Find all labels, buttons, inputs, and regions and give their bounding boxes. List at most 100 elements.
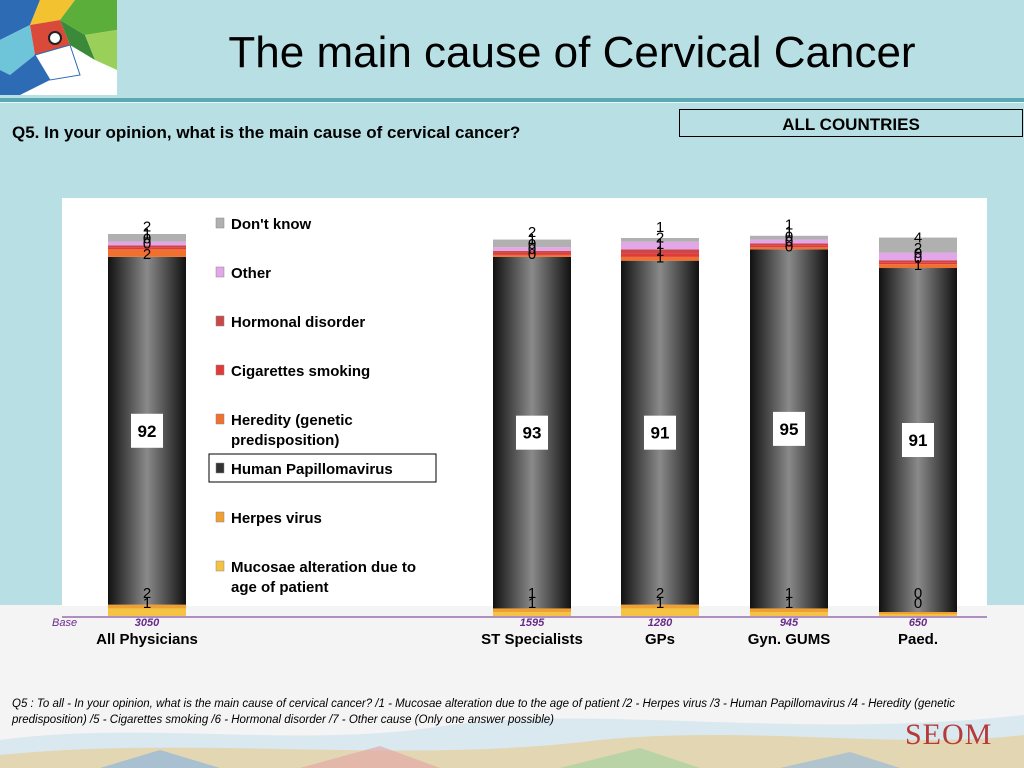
- bar-segment-hormonal-4: [879, 260, 957, 263]
- bar-segment-dont_know-0: [108, 234, 186, 242]
- bar-segment-herpes-3: [750, 608, 828, 613]
- bar-segment-mucosae-2: [621, 608, 699, 616]
- data-label-dont_know-4: 4: [914, 230, 922, 247]
- data-label-herpes-3: 1: [785, 595, 793, 612]
- data-label-dont_know-1: 2: [528, 224, 536, 241]
- bar-segment-other-3: [750, 239, 828, 244]
- bar-segment-other-0: [108, 241, 186, 246]
- data-label-hpv-0: 92: [138, 422, 157, 441]
- data-label-heredity-3: 0: [785, 238, 793, 255]
- bar-segment-hormonal-2: [621, 249, 699, 254]
- bar-segment-dont_know-4: [879, 237, 957, 253]
- data-label-hormonal-4: 0: [914, 245, 922, 262]
- category-label-0: All Physicians: [96, 631, 198, 648]
- bar-segment-mucosae-3: [750, 612, 828, 616]
- bar-segment-dont_know-2: [621, 238, 699, 242]
- data-label-herpes-0: 1: [143, 595, 151, 612]
- legend-swatch-cigarettes: [215, 364, 225, 376]
- data-label-hpv-2: 91: [651, 424, 670, 443]
- bar-segment-cigarettes-2: [621, 253, 699, 257]
- data-label-hpv-4: 91: [909, 431, 928, 450]
- page-title: The main cause of Cervical Cancer: [228, 28, 916, 77]
- data-label-heredity-4: 1: [914, 257, 922, 274]
- legend-swatch-other: [215, 266, 225, 278]
- bar-segment-hormonal-0: [108, 245, 186, 248]
- question-text: Q5. In your opinion, what is the main ca…: [12, 123, 521, 142]
- data-label-other-1: 1: [528, 231, 536, 248]
- bar-segment-cigarettes-3: [750, 245, 828, 248]
- data-label-other-2: 2: [656, 229, 664, 246]
- category-label-1: ST Specialists: [481, 631, 583, 648]
- legend-label-mucosae: Mucosae alteration due to age of patient: [231, 559, 416, 596]
- data-label-mucosae-4: 0: [914, 585, 922, 602]
- data-label-herpes-1: 1: [528, 595, 536, 612]
- bar-segment-heredity-3: [750, 247, 828, 250]
- data-label-heredity-2: 1: [656, 250, 664, 267]
- bar-segment-heredity-0: [108, 249, 186, 257]
- data-label-hormonal-1: 0: [528, 236, 536, 253]
- bar-segment-hormonal-1: [493, 250, 571, 253]
- bar-segment-heredity-1: [493, 254, 571, 257]
- bar-segment-other-2: [621, 241, 699, 250]
- data-label-cigarettes-2: 1: [656, 243, 664, 260]
- bar-segment-cigarettes-0: [108, 247, 186, 250]
- data-label-hpv-1: 93: [523, 424, 542, 443]
- data-label-hormonal-3: 0: [785, 228, 793, 245]
- footnote: Q5 : To all - In your opinion, what is t…: [12, 698, 956, 726]
- hpv-label-box-4: [902, 423, 934, 458]
- legend-highlight-box: [208, 453, 437, 483]
- hpv-label-box-2: [644, 415, 676, 450]
- category-label-4: Paed.: [898, 631, 938, 648]
- bar-segment-mucosae-4: [879, 614, 957, 616]
- base-value-2: 1280: [648, 617, 673, 629]
- bar-segment-dont_know-3: [750, 235, 828, 240]
- legend-swatch-hormonal: [215, 315, 225, 327]
- data-label-other-0: 1: [143, 225, 151, 242]
- legend-label-heredity: Heredity (genetic predisposition): [231, 412, 353, 449]
- legend-swatch-hpv: [215, 462, 225, 474]
- data-label-mucosae-2: 2: [656, 585, 664, 602]
- category-label-3: Gyn. GUMS: [748, 631, 831, 648]
- bar-segment-herpes-1: [493, 608, 571, 613]
- bar-segment-cigarettes-4: [879, 262, 957, 265]
- bar-segment-heredity-4: [879, 264, 957, 269]
- brand-logo: SEOM: [905, 718, 993, 751]
- scope-label: ALL COUNTRIES: [679, 109, 1023, 137]
- base-label: Base: [52, 617, 77, 629]
- data-label-dont_know-2: 1: [656, 219, 664, 236]
- legend-label-other: Other: [231, 265, 271, 282]
- base-value-1: 1595: [520, 617, 545, 629]
- bar-segment-mucosae-0: [108, 608, 186, 616]
- data-label-mucosae-1: 1: [528, 585, 536, 602]
- bar-segment-dont_know-1: [493, 239, 571, 248]
- legend-label-herpes: Herpes virus: [231, 510, 322, 527]
- legend-label-hormonal: Hormonal disorder: [231, 314, 365, 331]
- data-label-herpes-2: 1: [656, 595, 664, 612]
- category-label-2: GPs: [645, 631, 675, 648]
- data-label-mucosae-3: 1: [785, 585, 793, 602]
- data-label-dont_know-3: 1: [785, 217, 793, 234]
- bar-segment-heredity-2: [621, 256, 699, 261]
- data-label-cigarettes-0: 0: [143, 235, 151, 252]
- hpv-label-box-0: [131, 413, 163, 448]
- bar-segment-herpes-2: [621, 604, 699, 609]
- hpv-label-box-1: [516, 415, 548, 450]
- mosaic-footer-image: [0, 715, 1024, 768]
- mosaic-logo-image: [0, 0, 117, 95]
- header-divider: [0, 98, 1024, 102]
- bar-segment-herpes-0: [108, 604, 186, 609]
- base-value-0: 3050: [135, 617, 160, 629]
- data-label-herpes-4: 0: [914, 595, 922, 612]
- hpv-label-box-3: [773, 411, 805, 446]
- legend-label-dont_know: Don't know: [231, 216, 312, 233]
- data-label-cigarettes-4: 0: [914, 250, 922, 267]
- bar-segment-herpes-4: [879, 612, 957, 614]
- bar-segment-other-1: [493, 247, 571, 251]
- bar-segment-other-4: [879, 252, 957, 261]
- legend-swatch-mucosae: [215, 560, 225, 572]
- legend-swatch-herpes: [215, 511, 225, 523]
- legend-label-hpv: Human Papillomavirus: [231, 461, 393, 478]
- legend-swatch-dont_know: [215, 217, 225, 229]
- bar-segment-mucosae-1: [493, 612, 571, 616]
